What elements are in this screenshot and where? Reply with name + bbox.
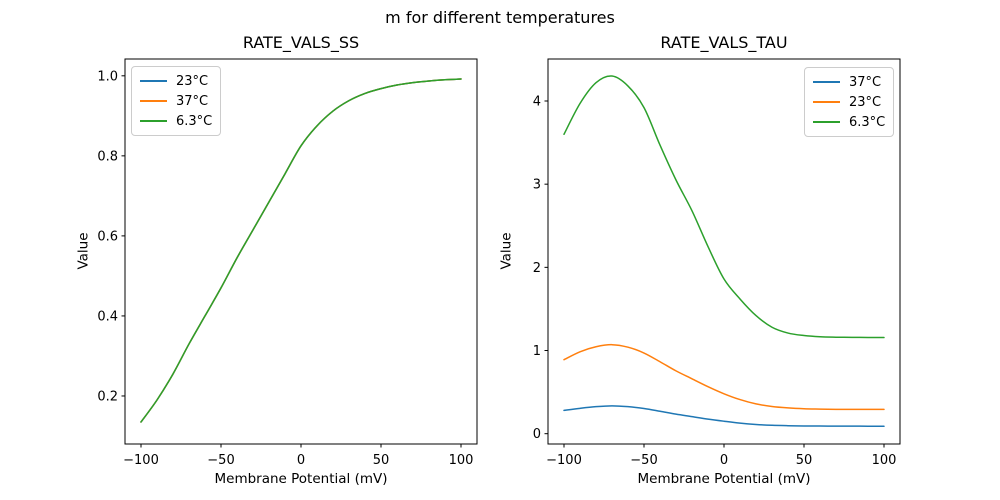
y-tick-label: 0.8: [97, 149, 118, 164]
curve-63c: [140, 78, 462, 423]
legend-label: 37°C: [176, 93, 209, 109]
legend-handle-line: [813, 101, 840, 103]
figure-suptitle: m for different temperatures: [385, 8, 615, 27]
x-axis-label-left: Membrane Potential (mV): [214, 471, 388, 487]
x-axis-label-right: Membrane Potential (mV): [637, 471, 811, 487]
legend-label: 23°C: [849, 94, 882, 110]
x-tick-label: −100: [546, 453, 582, 468]
y-tick-label: 4: [533, 95, 541, 110]
x-tick-label: 0: [720, 453, 728, 468]
y-tick-label: 1.0: [97, 69, 118, 84]
legend-right: 37°C 23°C 6.3°C: [804, 67, 895, 137]
curve-23c: [563, 343, 885, 411]
x-tick-label: 50: [796, 453, 813, 468]
legend-left: 23°C 37°C 6.3°C: [131, 66, 222, 136]
x-tick-label: −50: [207, 453, 234, 468]
legend-label: 6.3°C: [176, 113, 213, 129]
legend-handle-line: [140, 120, 167, 122]
x-tick-label: 0: [297, 453, 305, 468]
x-tick-label: −100: [123, 453, 159, 468]
legend-entry: 23°C: [813, 92, 885, 112]
legend-handle-line: [813, 81, 840, 83]
x-tick-label: 100: [449, 453, 474, 468]
legend-label: 6.3°C: [849, 114, 886, 130]
legend-label: 23°C: [176, 73, 209, 89]
curve-37c: [563, 405, 885, 427]
legend-entry: 6.3°C: [140, 111, 212, 131]
legend-entry: 37°C: [140, 91, 212, 111]
axes-title-rate-vals-ss: RATE_VALS_SS: [242, 33, 360, 52]
legend-entry: 23°C: [140, 71, 212, 91]
x-tick-label: 100: [872, 453, 897, 468]
y-axis-label-left: Value: [75, 232, 92, 270]
legend-handle-line: [140, 100, 167, 102]
y-tick-label: 2: [533, 261, 541, 276]
curve-63c: [563, 75, 885, 339]
legend-label: 37°C: [849, 74, 882, 90]
legend-entry: 6.3°C: [813, 112, 885, 132]
y-tick-label: 0.6: [97, 229, 118, 244]
x-tick-label: 50: [373, 453, 390, 468]
x-tick-label: −50: [630, 453, 657, 468]
y-axis-label-right: Value: [498, 232, 515, 270]
y-tick-label: 3: [533, 178, 541, 193]
y-tick-label: 0.2: [97, 389, 118, 404]
y-tick-label: 0: [533, 427, 541, 442]
y-tick-label: 0.4: [97, 309, 118, 324]
y-tick-label: 1: [533, 344, 541, 359]
legend-handle-line: [140, 80, 167, 82]
legend-handle-line: [813, 121, 840, 123]
axes-title-rate-vals-tau: RATE_VALS_TAU: [660, 33, 788, 52]
legend-entry: 37°C: [813, 72, 885, 92]
